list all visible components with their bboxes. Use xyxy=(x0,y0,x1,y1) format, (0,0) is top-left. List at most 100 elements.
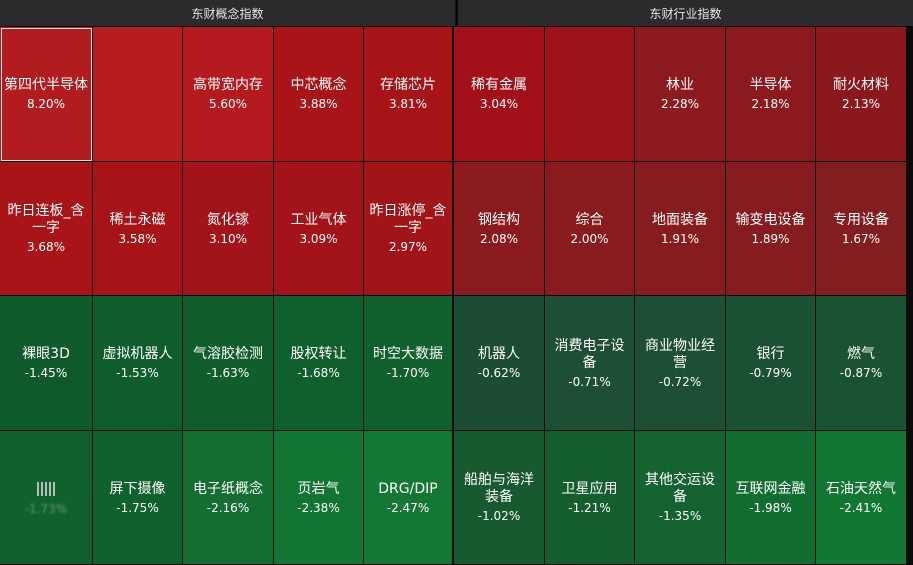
heatmap-tile[interactable] xyxy=(93,27,183,162)
tile-name: 中芯概念 xyxy=(290,77,347,93)
heatmap-tile[interactable]: 裸眼3D -1.45% xyxy=(0,296,93,431)
heatmap-tile[interactable]: 虚拟机器人 -1.53% xyxy=(93,296,183,431)
tile-name: 屏下摄像 xyxy=(109,480,166,497)
tile-change-percent: -2.16% xyxy=(206,500,250,515)
heatmap-tile[interactable]: 页岩气 -2.38% xyxy=(274,431,364,565)
tile-change-percent: -1.53% xyxy=(116,366,159,380)
tile-change-percent: 3.04% xyxy=(479,97,519,111)
tile-name: 氮化镓 xyxy=(207,211,249,228)
tile-change-percent: -1.70% xyxy=(386,366,430,380)
tile-name: 燃气 xyxy=(847,346,875,362)
tile-name: 半导体 xyxy=(749,77,792,93)
tile-name: 钢结构 xyxy=(478,211,520,228)
tile-change-percent: -1.63% xyxy=(206,366,250,380)
heatmap-tile[interactable]: 半导体 2.18% xyxy=(726,27,816,162)
heatmap-tile[interactable]: 耐火材料 2.13% xyxy=(816,27,907,162)
heatmap-tile[interactable]: 中芯概念 3.88% xyxy=(274,27,364,162)
tile-name: 其他交运设备 xyxy=(645,472,715,505)
tile-name: 存储芯片 xyxy=(380,77,436,93)
heatmap-tile[interactable]: 地面装备 1.91% xyxy=(635,162,726,296)
heatmap-tile[interactable]: 屏下摄像 -1.75% xyxy=(93,431,183,565)
heatmap-tile[interactable]: 专用设备 1.67% xyxy=(816,162,907,296)
heatmap-tile[interactable]: 昨日涨停_含一字 2.97% xyxy=(364,162,454,296)
tile-name: 股权转让 xyxy=(290,346,347,362)
tile-change-percent: 1.67% xyxy=(841,231,881,246)
tile-name: 专用设备 xyxy=(833,211,889,228)
tile-name: 时空大数据 xyxy=(373,346,443,362)
tile-name: 船舶与海洋装备 xyxy=(464,472,534,505)
heatmap-tile[interactable]: 燃气 -0.87% xyxy=(816,296,907,431)
tile-change-percent: -1.68% xyxy=(297,366,340,380)
tile-name: 消费电子设备 xyxy=(554,337,625,371)
tile-change-percent: 3.58% xyxy=(118,231,157,246)
heatmap-tile[interactable] xyxy=(545,27,635,162)
tile-change-percent: -0.71% xyxy=(568,374,611,389)
tile-name: 卫星应用 xyxy=(561,480,618,497)
heatmap-tile[interactable]: 电子纸概念 -2.16% xyxy=(183,431,274,565)
tile-name: 电子纸概念 xyxy=(193,480,263,497)
tile-name: 虚拟机器人 xyxy=(102,346,173,362)
heatmap-tile[interactable]: 气溶胶检测 -1.63% xyxy=(183,296,274,431)
heatmap-tile[interactable]: 输变电设备 1.89% xyxy=(726,162,816,296)
tile-name: 石油天然气 xyxy=(826,480,896,497)
heatmap-tile[interactable]: 第四代半导体 8.20% xyxy=(0,27,93,162)
tile-name: 林业 xyxy=(666,77,694,93)
tile-name: 稀有金属 xyxy=(471,77,527,93)
tile-change-percent: 3.81% xyxy=(388,97,428,111)
tile-name: 昨日连板_含一字 xyxy=(7,203,85,236)
heatmap-tile[interactable]: 高带宽内存 5.60% xyxy=(183,27,274,162)
tile-change-percent: 2.97% xyxy=(388,240,428,254)
tile-change-percent: -0.79% xyxy=(749,366,792,380)
heatmap-tile[interactable]: 石油天然气 -2.41% xyxy=(816,431,907,565)
tile-change-percent: 2.00% xyxy=(570,231,609,246)
tile-change-percent: 1.89% xyxy=(751,231,790,246)
industry-index-header: 东财行业指数 xyxy=(458,0,913,26)
tile-change-percent: -1.45% xyxy=(24,366,68,380)
tile-change-percent: -1.35% xyxy=(658,509,702,523)
heatmap-tile[interactable]: 卫星应用 -1.21% xyxy=(545,431,635,565)
tile-name: 银行 xyxy=(756,346,785,362)
tile-change-percent: 2.08% xyxy=(479,231,519,246)
tile-change-percent: 1.91% xyxy=(660,231,700,246)
redacted-label xyxy=(36,479,56,499)
tile-change-percent: -1.02% xyxy=(477,509,521,523)
heatmap-tile[interactable]: 存储芯片 3.81% xyxy=(364,27,454,162)
tile-name: 综合 xyxy=(575,211,604,228)
heatmap-tile[interactable]: DRG/DIP -2.47% xyxy=(364,431,454,565)
heatmap-grid: 第四代半导体 8.20% 高带宽内存 5.60% 中芯概念 3.88% 存储芯片 3.81% 稀… xyxy=(0,27,913,565)
tile-name: 互联网金融 xyxy=(735,480,806,497)
tile-change-percent: 3.10% xyxy=(208,231,248,246)
tile-name: 地面装备 xyxy=(652,211,708,228)
heatmap-tile[interactable]: 工业气体 3.09% xyxy=(274,162,364,296)
tile-name: 机器人 xyxy=(478,346,520,362)
heatmap-tile[interactable]: 消费电子设备 -0.71% xyxy=(545,296,635,431)
heatmap-tile[interactable]: 互联网金融 -1.98% xyxy=(726,431,816,565)
tile-name: DRG/DIP xyxy=(378,480,438,497)
tile-name: 昨日涨停_含一字 xyxy=(369,203,447,236)
heatmap-tile[interactable]: 稀有金属 3.04% xyxy=(454,27,545,162)
tile-name: 耐火材料 xyxy=(833,77,889,93)
heatmap-tile[interactable]: 股权转让 -1.68% xyxy=(274,296,364,431)
tile-change-percent: -2.41% xyxy=(839,500,883,515)
heatmap-tile[interactable]: 氮化镓 3.10% xyxy=(183,162,274,296)
tile-name: 裸眼3D xyxy=(22,346,70,362)
heatmap-tile[interactable]: 其他交运设备 -1.35% xyxy=(635,431,726,565)
heatmap-tile[interactable]: 综合 2.00% xyxy=(545,162,635,296)
tile-name: 气溶胶检测 xyxy=(193,346,263,362)
heatmap-tile[interactable]: 商业物业经营 -0.72% xyxy=(635,296,726,431)
tile-change-percent: -1.98% xyxy=(749,500,792,515)
heatmap-tile[interactable]: 昨日连板_含一字 3.68% xyxy=(0,162,93,296)
heatmap-tile[interactable]: -1.73% xyxy=(0,431,93,565)
tile-change-percent: -0.87% xyxy=(839,366,883,380)
heatmap-tile[interactable]: 时空大数据 -1.70% xyxy=(364,296,454,431)
tile-change-percent: 8.20% xyxy=(26,97,66,111)
heatmap-tile[interactable]: 机器人 -0.62% xyxy=(454,296,545,431)
tile-name: 高带宽内存 xyxy=(193,77,263,93)
heatmap-tile[interactable]: 船舶与海洋装备 -1.02% xyxy=(454,431,545,565)
heatmap-tile[interactable]: 银行 -0.79% xyxy=(726,296,816,431)
concept-index-header: 东财概念指数 xyxy=(0,0,456,26)
heatmap-tile[interactable]: 钢结构 2.08% xyxy=(454,162,545,296)
tile-name: 工业气体 xyxy=(290,211,347,228)
heatmap-tile[interactable]: 林业 2.28% xyxy=(635,27,726,162)
heatmap-tile[interactable]: 稀土永磁 3.58% xyxy=(93,162,183,296)
